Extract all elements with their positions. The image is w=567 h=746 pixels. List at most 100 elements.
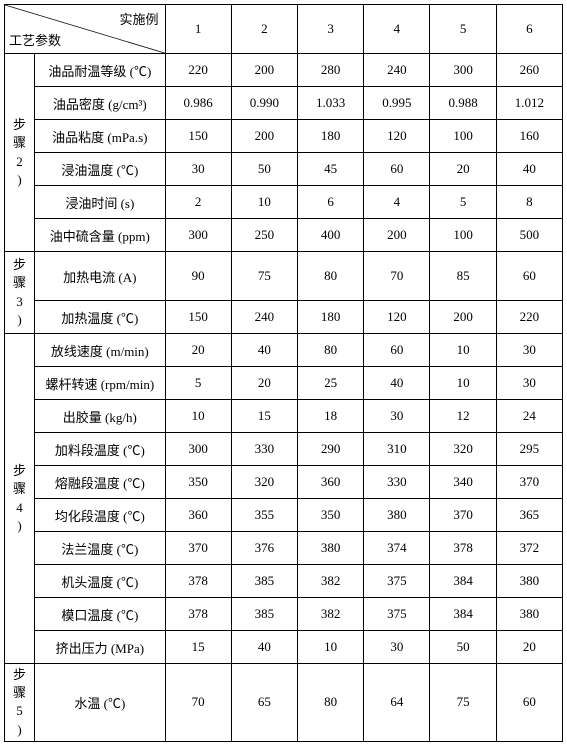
value-cell: 10 bbox=[430, 334, 496, 367]
value-cell: 280 bbox=[298, 54, 364, 87]
value-cell: 85 bbox=[430, 252, 496, 301]
value-cell: 340 bbox=[430, 466, 496, 499]
value-cell: 120 bbox=[364, 301, 430, 334]
value-cell: 380 bbox=[364, 499, 430, 532]
header-bottom-label: 工艺参数 bbox=[9, 30, 61, 49]
value-cell: 385 bbox=[231, 598, 297, 631]
value-cell: 0.988 bbox=[430, 87, 496, 120]
value-cell: 370 bbox=[430, 499, 496, 532]
value-cell: 375 bbox=[364, 598, 430, 631]
value-cell: 70 bbox=[165, 664, 231, 742]
param-label: 加料段温度 (℃) bbox=[35, 433, 165, 466]
step-label-1: 步骤3) bbox=[5, 252, 35, 334]
value-cell: 378 bbox=[165, 598, 231, 631]
value-cell: 80 bbox=[298, 252, 364, 301]
value-cell: 160 bbox=[496, 120, 562, 153]
value-cell: 384 bbox=[430, 598, 496, 631]
value-cell: 380 bbox=[496, 565, 562, 598]
value-cell: 378 bbox=[430, 532, 496, 565]
value-cell: 60 bbox=[496, 664, 562, 742]
value-cell: 330 bbox=[231, 433, 297, 466]
value-cell: 40 bbox=[231, 631, 297, 664]
param-label: 熔融段温度 (℃) bbox=[35, 466, 165, 499]
step-label-0: 步骤2) bbox=[5, 54, 35, 252]
value-cell: 350 bbox=[165, 466, 231, 499]
param-label: 模口温度 (℃) bbox=[35, 598, 165, 631]
value-cell: 360 bbox=[298, 466, 364, 499]
param-label: 油中硫含量 (ppm) bbox=[35, 219, 165, 252]
value-cell: 10 bbox=[430, 367, 496, 400]
param-label: 加热温度 (℃) bbox=[35, 301, 165, 334]
value-cell: 0.995 bbox=[364, 87, 430, 120]
value-cell: 90 bbox=[165, 252, 231, 301]
value-cell: 70 bbox=[364, 252, 430, 301]
param-label: 出胶量 (kg/h) bbox=[35, 400, 165, 433]
value-cell: 0.990 bbox=[231, 87, 297, 120]
header-diagonal-cell: 实施例工艺参数 bbox=[5, 5, 166, 54]
value-cell: 370 bbox=[496, 466, 562, 499]
header-col-3: 3 bbox=[298, 5, 364, 54]
value-cell: 240 bbox=[364, 54, 430, 87]
value-cell: 376 bbox=[231, 532, 297, 565]
value-cell: 200 bbox=[430, 301, 496, 334]
value-cell: 310 bbox=[364, 433, 430, 466]
value-cell: 150 bbox=[165, 301, 231, 334]
value-cell: 40 bbox=[231, 334, 297, 367]
value-cell: 380 bbox=[298, 532, 364, 565]
value-cell: 40 bbox=[364, 367, 430, 400]
value-cell: 290 bbox=[298, 433, 364, 466]
value-cell: 382 bbox=[298, 565, 364, 598]
value-cell: 6 bbox=[298, 186, 364, 219]
value-cell: 45 bbox=[298, 153, 364, 186]
value-cell: 378 bbox=[165, 565, 231, 598]
value-cell: 374 bbox=[364, 532, 430, 565]
value-cell: 12 bbox=[430, 400, 496, 433]
param-label: 浸油时间 (s) bbox=[35, 186, 165, 219]
value-cell: 24 bbox=[496, 400, 562, 433]
value-cell: 384 bbox=[430, 565, 496, 598]
value-cell: 4 bbox=[364, 186, 430, 219]
value-cell: 60 bbox=[364, 153, 430, 186]
value-cell: 30 bbox=[496, 367, 562, 400]
value-cell: 250 bbox=[231, 219, 297, 252]
value-cell: 2 bbox=[165, 186, 231, 219]
value-cell: 380 bbox=[496, 598, 562, 631]
value-cell: 15 bbox=[231, 400, 297, 433]
value-cell: 180 bbox=[298, 120, 364, 153]
value-cell: 8 bbox=[496, 186, 562, 219]
value-cell: 18 bbox=[298, 400, 364, 433]
value-cell: 372 bbox=[496, 532, 562, 565]
param-label: 挤出压力 (MPa) bbox=[35, 631, 165, 664]
param-label: 水温 (℃) bbox=[35, 664, 165, 742]
value-cell: 375 bbox=[364, 565, 430, 598]
header-col-4: 4 bbox=[364, 5, 430, 54]
value-cell: 355 bbox=[231, 499, 297, 532]
value-cell: 300 bbox=[430, 54, 496, 87]
value-cell: 20 bbox=[496, 631, 562, 664]
value-cell: 320 bbox=[231, 466, 297, 499]
value-cell: 360 bbox=[165, 499, 231, 532]
value-cell: 300 bbox=[165, 433, 231, 466]
param-label: 油品粘度 (mPa.s) bbox=[35, 120, 165, 153]
value-cell: 150 bbox=[165, 120, 231, 153]
value-cell: 80 bbox=[298, 664, 364, 742]
value-cell: 220 bbox=[496, 301, 562, 334]
param-label: 法兰温度 (℃) bbox=[35, 532, 165, 565]
header-col-2: 2 bbox=[231, 5, 297, 54]
value-cell: 370 bbox=[165, 532, 231, 565]
value-cell: 30 bbox=[364, 400, 430, 433]
header-col-5: 5 bbox=[430, 5, 496, 54]
value-cell: 60 bbox=[496, 252, 562, 301]
value-cell: 10 bbox=[231, 186, 297, 219]
value-cell: 1.033 bbox=[298, 87, 364, 120]
value-cell: 385 bbox=[231, 565, 297, 598]
value-cell: 25 bbox=[298, 367, 364, 400]
step-label-3: 步骤5) bbox=[5, 664, 35, 742]
value-cell: 400 bbox=[298, 219, 364, 252]
value-cell: 75 bbox=[231, 252, 297, 301]
value-cell: 220 bbox=[165, 54, 231, 87]
value-cell: 0.986 bbox=[165, 87, 231, 120]
param-label: 机头温度 (℃) bbox=[35, 565, 165, 598]
value-cell: 240 bbox=[231, 301, 297, 334]
value-cell: 40 bbox=[496, 153, 562, 186]
